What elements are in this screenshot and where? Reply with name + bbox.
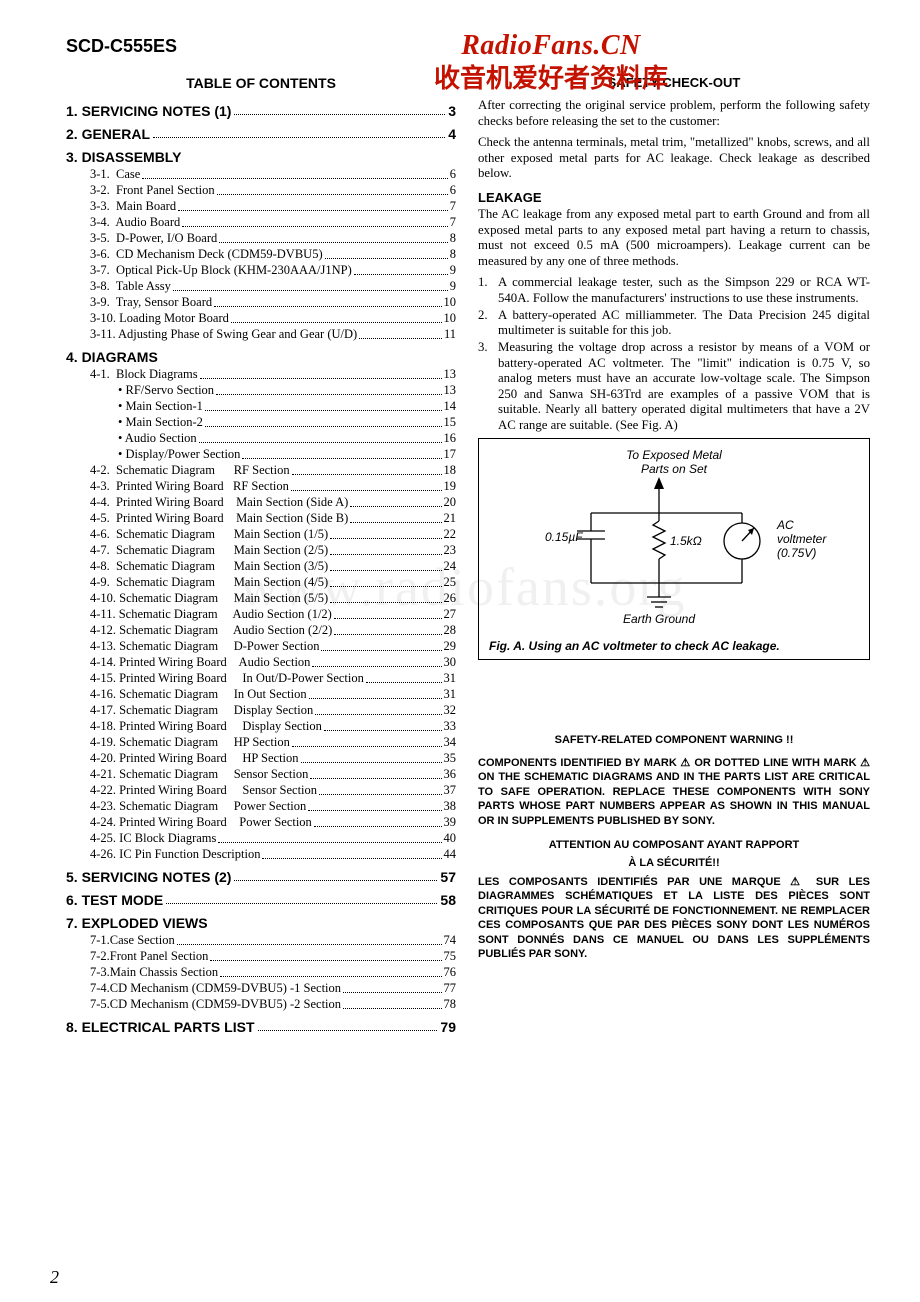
svg-text:voltmeter: voltmeter	[777, 532, 827, 546]
toc-section-head: 8. ELECTRICAL PARTS LIST79	[66, 1019, 456, 1035]
toc-item: 4-8. Schematic Diagram Main Section (3/5…	[66, 558, 456, 574]
toc-item: 3-9. Tray, Sensor Board10	[66, 294, 456, 310]
toc-item: 4-21. Schematic Diagram Sensor Section36	[66, 766, 456, 782]
figure-a: To Exposed Metal Parts on Set 0.15µF	[478, 438, 870, 660]
toc-item: 3-6. CD Mechanism Deck (CDM59-DVBU5)8	[66, 246, 456, 262]
svg-text:Parts on Set: Parts on Set	[641, 462, 708, 476]
toc-item: 4-24. Printed Wiring Board Power Section…	[66, 814, 456, 830]
toc-item: 3-4. Audio Board7	[66, 214, 456, 230]
toc-item: 4-10. Schematic Diagram Main Section (5/…	[66, 590, 456, 606]
toc-item: 4-1. Block Diagrams13	[66, 366, 456, 382]
toc-subitem: • Audio Section16	[66, 430, 456, 446]
toc-section-head: 2. GENERAL4	[66, 126, 456, 142]
toc-item: 7-1.Case Section74	[66, 932, 456, 948]
toc-item: 4-12. Schematic Diagram Audio Section (2…	[66, 622, 456, 638]
toc-item: 4-5. Printed Wiring Board Main Section (…	[66, 510, 456, 526]
warning-fr-head-1: ATTENTION AU COMPOSANT AYANT RAPPORT	[478, 838, 870, 852]
warning-fr-head-2: À LA SÉCURITÉ!!	[478, 856, 870, 870]
leakage-head: LEAKAGE	[478, 190, 870, 205]
toc-subitem: • Main Section-215	[66, 414, 456, 430]
toc-section-head: 4. DIAGRAMS	[66, 349, 456, 365]
toc-section-head: 6. TEST MODE58	[66, 892, 456, 908]
warning-en: COMPONENTS IDENTIFIED BY MARK ⚠ OR DOTTE…	[478, 756, 870, 829]
toc-item: 7-2.Front Panel Section75	[66, 948, 456, 964]
method-item: 3.Measuring the voltage drop across a re…	[478, 340, 870, 434]
toc-item: 4-26. IC Pin Function Description44	[66, 846, 456, 862]
intro-para-2: Check the antenna terminals, metal trim,…	[478, 135, 870, 182]
page-number: 2	[50, 1267, 59, 1288]
svg-text:0.15µF: 0.15µF	[545, 530, 583, 544]
toc-item: 3-11. Adjusting Phase of Swing Gear and …	[66, 326, 456, 342]
method-item: 1.A commercial leakage tester, such as t…	[478, 275, 870, 306]
toc-item: 4-15. Printed Wiring Board In Out/D-Powe…	[66, 670, 456, 686]
method-item: 2.A battery-operated AC milliammeter. Th…	[478, 308, 870, 339]
toc-section-head: 5. SERVICING NOTES (2)57	[66, 869, 456, 885]
toc-section-head: 3. DISASSEMBLY	[66, 149, 456, 165]
toc-item: 3-1. Case6	[66, 166, 456, 182]
toc-item: 4-2. Schematic Diagram RF Section18	[66, 462, 456, 478]
toc-item: 3-7. Optical Pick-Up Block (KHM-230AAA/J…	[66, 262, 456, 278]
toc-item: 7-4.CD Mechanism (CDM59-DVBU5) -1 Sectio…	[66, 980, 456, 996]
toc-item: 4-9. Schematic Diagram Main Section (4/5…	[66, 574, 456, 590]
svg-text:1.5kΩ: 1.5kΩ	[670, 534, 702, 548]
svg-text:AC: AC	[776, 518, 794, 532]
toc-subitem: • RF/Servo Section13	[66, 382, 456, 398]
circuit-diagram-icon: To Exposed Metal Parts on Set 0.15µF	[487, 445, 861, 640]
toc-item: 4-23. Schematic Diagram Power Section38	[66, 798, 456, 814]
table-of-contents: TABLE OF CONTENTS 1. SERVICING NOTES (1)…	[66, 75, 456, 1036]
svg-text:To Exposed Metal: To Exposed Metal	[626, 448, 722, 462]
toc-item: 4-22. Printed Wiring Board Sensor Sectio…	[66, 782, 456, 798]
toc-item: 4-3. Printed Wiring Board RF Section19	[66, 478, 456, 494]
toc-section-head: 1. SERVICING NOTES (1)3	[66, 103, 456, 119]
toc-body: 1. SERVICING NOTES (1)3 2. GENERAL4 3. DIS…	[66, 103, 456, 1035]
svg-text:(0.75V): (0.75V)	[777, 546, 816, 560]
toc-item: 4-17. Schematic Diagram Display Section3…	[66, 702, 456, 718]
toc-item: 4-6. Schematic Diagram Main Section (1/5…	[66, 526, 456, 542]
toc-item: 4-18. Printed Wiring Board Display Secti…	[66, 718, 456, 734]
warning-fr: LES COMPOSANTS IDENTIFIÉS PAR UNE MARQUE…	[478, 875, 870, 962]
toc-item: 4-13. Schematic Diagram D-Power Section2…	[66, 638, 456, 654]
warning-head: SAFETY-RELATED COMPONENT WARNING !!	[478, 734, 870, 746]
toc-item: 3-10. Loading Motor Board10	[66, 310, 456, 326]
figure-caption: Fig. A. Using an AC voltmeter to check A…	[489, 639, 780, 653]
toc-item: 7-3.Main Chassis Section76	[66, 964, 456, 980]
model-code: SCD-C555ES	[66, 30, 177, 57]
toc-item: 7-5.CD Mechanism (CDM59-DVBU5) -2 Sectio…	[66, 996, 456, 1012]
toc-item: 4-4. Printed Wiring Board Main Section (…	[66, 494, 456, 510]
toc-item: 3-8. Table Assy9	[66, 278, 456, 294]
toc-item: 3-5. D-Power, I/O Board8	[66, 230, 456, 246]
toc-subitem: • Main Section-114	[66, 398, 456, 414]
toc-item: 4-7. Schematic Diagram Main Section (2/5…	[66, 542, 456, 558]
toc-section-head: 7. EXPLODED VIEWS	[66, 915, 456, 931]
toc-item: 4-19. Schematic Diagram HP Section34	[66, 734, 456, 750]
toc-subitem: • Display/Power Section17	[66, 446, 456, 462]
toc-item: 3-2. Front Panel Section6	[66, 182, 456, 198]
svg-text:Earth Ground: Earth Ground	[623, 612, 695, 626]
toc-item: 3-3. Main Board7	[66, 198, 456, 214]
leakage-para: The AC leakage from any exposed metal pa…	[478, 207, 870, 269]
brand-cjk: 收音机爱好者资料库	[386, 58, 716, 95]
toc-item: 4-20. Printed Wiring Board HP Section35	[66, 750, 456, 766]
method-list: 1.A commercial leakage tester, such as t…	[478, 275, 870, 433]
toc-item: 4-25. IC Block Diagrams40	[66, 830, 456, 846]
toc-item: 4-14. Printed Wiring Board Audio Section…	[66, 654, 456, 670]
toc-item: 4-11. Schematic Diagram Audio Section (1…	[66, 606, 456, 622]
intro-para-1: After correcting the original service pr…	[478, 98, 870, 129]
toc-item: 4-16. Schematic Diagram In Out Section31	[66, 686, 456, 702]
